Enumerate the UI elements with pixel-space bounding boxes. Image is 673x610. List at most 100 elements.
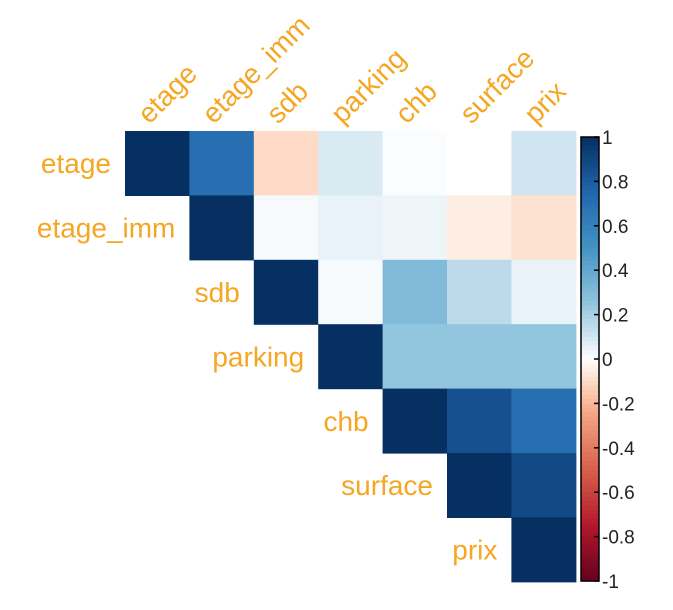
colorbar-segment	[581, 327, 599, 333]
cell-parking-parking	[318, 324, 384, 390]
colorbar-segment	[581, 376, 599, 382]
cell-etage_imm-sdb	[253, 195, 319, 261]
cell-etage_imm-prix	[511, 195, 577, 261]
colorbar-segment	[581, 474, 599, 480]
row-label-surface: surface	[341, 470, 433, 501]
cell-chb-chb	[382, 388, 448, 454]
colorbar-segment	[581, 549, 599, 555]
colorbar-segment	[581, 359, 599, 365]
cell-surface-surface	[447, 453, 512, 518]
colorbar-tick-label: -0.2	[602, 394, 635, 415]
colorbar-segment	[581, 438, 599, 444]
cell-etage_imm-parking	[318, 195, 384, 261]
colorbar-segment	[581, 296, 599, 302]
colorbar-segment	[581, 234, 599, 240]
colorbar-tick-label: -0.6	[602, 483, 635, 504]
colorbar-segment	[581, 572, 599, 578]
colorbar-segment	[581, 567, 599, 573]
colorbar-segment	[581, 390, 599, 396]
colorbar-segment	[581, 274, 599, 280]
colorbar-segment	[581, 292, 599, 298]
cell-surface-prix	[511, 453, 577, 518]
colorbar-tick-label: -0.4	[602, 439, 635, 460]
colorbar-segment	[581, 261, 599, 267]
colorbar-tick-label: 1	[602, 128, 613, 149]
colorbar-segment	[581, 212, 599, 218]
colorbar-segment	[581, 394, 599, 400]
cell-etage_imm-etage_imm	[189, 195, 255, 261]
cell-etage-surface	[447, 131, 512, 196]
colorbar-segment	[581, 443, 599, 449]
cell-etage_imm-surface	[447, 195, 512, 261]
colorbar-segment	[581, 381, 599, 387]
colorbar-segment	[581, 558, 599, 564]
colorbar-segment	[581, 270, 599, 276]
colorbar-segment	[581, 159, 599, 165]
cell-chb-surface	[447, 388, 512, 454]
column-label-etage: etage	[132, 58, 203, 129]
colorbar-segment	[581, 403, 599, 409]
cell-etage-prix	[511, 131, 577, 196]
colorbar-segment	[581, 465, 599, 471]
colorbar-segment	[581, 536, 599, 542]
colorbar-segment	[581, 208, 599, 214]
colorbar-segment	[581, 367, 599, 373]
colorbar-segment	[581, 332, 599, 338]
row-label-chb: chb	[323, 406, 368, 437]
colorbar-segment	[581, 532, 599, 538]
colorbar-segment	[581, 163, 599, 169]
cell-etage-chb	[382, 131, 448, 196]
cell-parking-chb	[382, 324, 448, 390]
cell-sdb-sdb	[253, 259, 319, 325]
cell-etage_imm-chb	[382, 195, 448, 261]
colorbar-segment	[581, 154, 599, 160]
colorbar-segment	[581, 199, 599, 205]
colorbar-segment	[581, 243, 599, 249]
colorbar-segment	[581, 314, 599, 320]
cell-etage-etage_imm	[189, 131, 255, 196]
cell-sdb-parking	[318, 259, 384, 325]
colorbar-segment	[581, 452, 599, 458]
colorbar-segment	[581, 176, 599, 182]
colorbar-segment	[581, 248, 599, 254]
colorbar-segment	[581, 216, 599, 222]
colorbar-segment	[581, 434, 599, 440]
colorbar-segment	[581, 336, 599, 342]
colorbar-segment	[581, 501, 599, 507]
colorbar-segment	[581, 430, 599, 436]
cell-etage-parking	[318, 131, 384, 196]
colorbar-segment	[581, 518, 599, 524]
colorbar-segment	[581, 407, 599, 413]
colorbar-tick-label: 0.2	[602, 306, 628, 327]
row-label-sdb: sdb	[195, 277, 240, 308]
colorbar-segment	[581, 190, 599, 196]
colorbar-segment	[581, 372, 599, 378]
colorbar-segment	[581, 341, 599, 347]
colorbar-segment	[581, 456, 599, 462]
cell-sdb-surface	[447, 259, 512, 325]
colorbar-segment	[581, 301, 599, 307]
colorbar-segment	[581, 221, 599, 227]
row-label-parking: parking	[212, 341, 304, 372]
column-label-chb: chb	[389, 75, 443, 129]
colorbar-segment	[581, 421, 599, 427]
colorbar-tick-label: 0	[602, 350, 613, 371]
colorbar-segment	[581, 185, 599, 191]
colorbar-segment	[581, 141, 599, 147]
colorbar-segment	[581, 239, 599, 245]
colorbar-segment	[581, 509, 599, 515]
colorbar-segment	[581, 554, 599, 560]
colorbar-segment	[581, 492, 599, 498]
colorbar-segment	[581, 310, 599, 316]
colorbar-segment	[581, 230, 599, 236]
colorbar-segment	[581, 319, 599, 325]
colorbar-segment	[581, 172, 599, 178]
colorbar-segment	[581, 514, 599, 520]
heatmap-cells	[125, 131, 577, 583]
colorbar-segment	[581, 576, 599, 582]
cell-parking-prix	[511, 324, 577, 390]
colorbar-segment	[581, 461, 599, 467]
row-label-etage: etage	[41, 148, 111, 179]
